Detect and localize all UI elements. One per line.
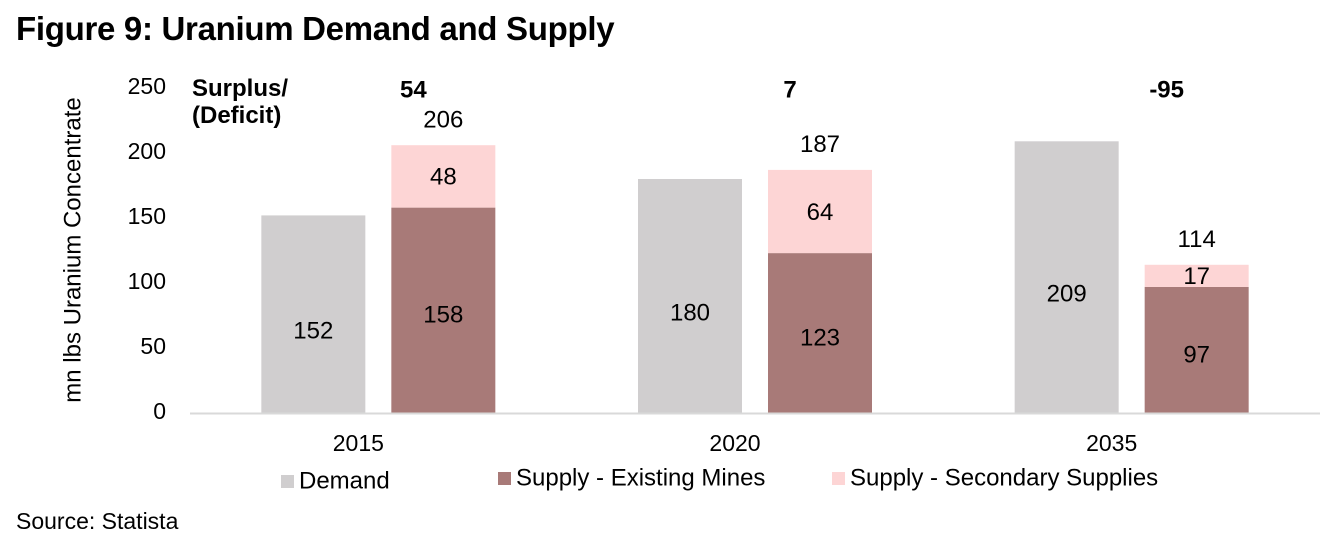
bar-supply-mines-2020 — [768, 253, 872, 413]
y-tick-label: 100 — [128, 268, 166, 294]
legend: Demand Supply - Existing Mines Supply - Se… — [281, 464, 1158, 494]
legend-swatch-0 — [281, 475, 294, 488]
data-label-supply-secondary: 64 — [807, 199, 834, 226]
data-label-demand: 209 — [1047, 280, 1087, 307]
chart-title: Figure 9: Uranium Demand and Supply — [16, 10, 615, 47]
legend-label: Supply - Existing Mines — [516, 464, 765, 491]
surplus-label-line1: Surplus/ — [192, 75, 288, 102]
data-label-supply-mines: 97 — [1183, 341, 1210, 368]
bars: 152 158 48 206 54 180 123 64 187 7 209 97 17 114 -95 — [261, 76, 1249, 414]
x-tick-label: 2015 — [333, 430, 384, 456]
bar-supply-mines-2035 — [1144, 286, 1249, 413]
y-axis-title: mn lbs Uranium Concentrate — [59, 97, 86, 402]
surplus-deficit-value: 54 — [400, 76, 427, 103]
y-tick-label: 250 — [128, 73, 166, 99]
surplus-label-line2: (Deficit) — [192, 102, 281, 129]
surplus-header: Surplus/ (Deficit) — [192, 75, 288, 129]
data-label-demand: 152 — [293, 318, 333, 345]
bar-supply-secondary-2020 — [768, 169, 872, 254]
bar-supply-secondary-2035 — [1144, 264, 1249, 287]
bar-supply-secondary-2015 — [391, 145, 496, 208]
bar-demand-2020 — [638, 179, 742, 413]
legend-label: Supply - Secondary Supplies — [850, 464, 1158, 491]
surplus-deficit-value: -95 — [1149, 76, 1184, 103]
legend-swatch-1 — [498, 472, 511, 485]
legend-label: Demand — [299, 467, 390, 494]
data-label-supply-secondary: 17 — [1183, 263, 1210, 290]
y-tick-label: 150 — [128, 203, 166, 229]
y-tick-label: 50 — [140, 333, 166, 359]
x-tick-label: 2035 — [1086, 430, 1137, 456]
bar-supply-mines-2015 — [391, 207, 496, 413]
data-label-demand: 180 — [670, 299, 710, 326]
y-tick-label: 0 — [153, 398, 166, 424]
data-label-supply-total: 206 — [423, 107, 463, 134]
legend-swatch-2 — [832, 472, 845, 485]
data-label-supply-mines: 158 — [423, 302, 463, 329]
y-tick-label: 200 — [128, 138, 166, 164]
bar-demand-2035 — [1014, 141, 1119, 414]
data-label-supply-total: 114 — [1178, 226, 1216, 253]
data-label-supply-mines: 123 — [800, 324, 840, 351]
source-note: Source: Statista — [16, 508, 179, 534]
data-label-supply-secondary: 48 — [430, 164, 457, 191]
surplus-deficit-value: 7 — [783, 76, 796, 103]
data-label-supply-total: 187 — [800, 131, 840, 158]
x-ticks: 2015 2020 2035 — [333, 430, 1138, 456]
x-tick-label: 2020 — [709, 430, 760, 456]
y-axis-title-group: mn lbs Uranium Concentrate — [59, 97, 86, 402]
bar-demand-2015 — [261, 215, 366, 413]
y-ticks: 0 50 100 150 200 250 — [128, 73, 166, 424]
